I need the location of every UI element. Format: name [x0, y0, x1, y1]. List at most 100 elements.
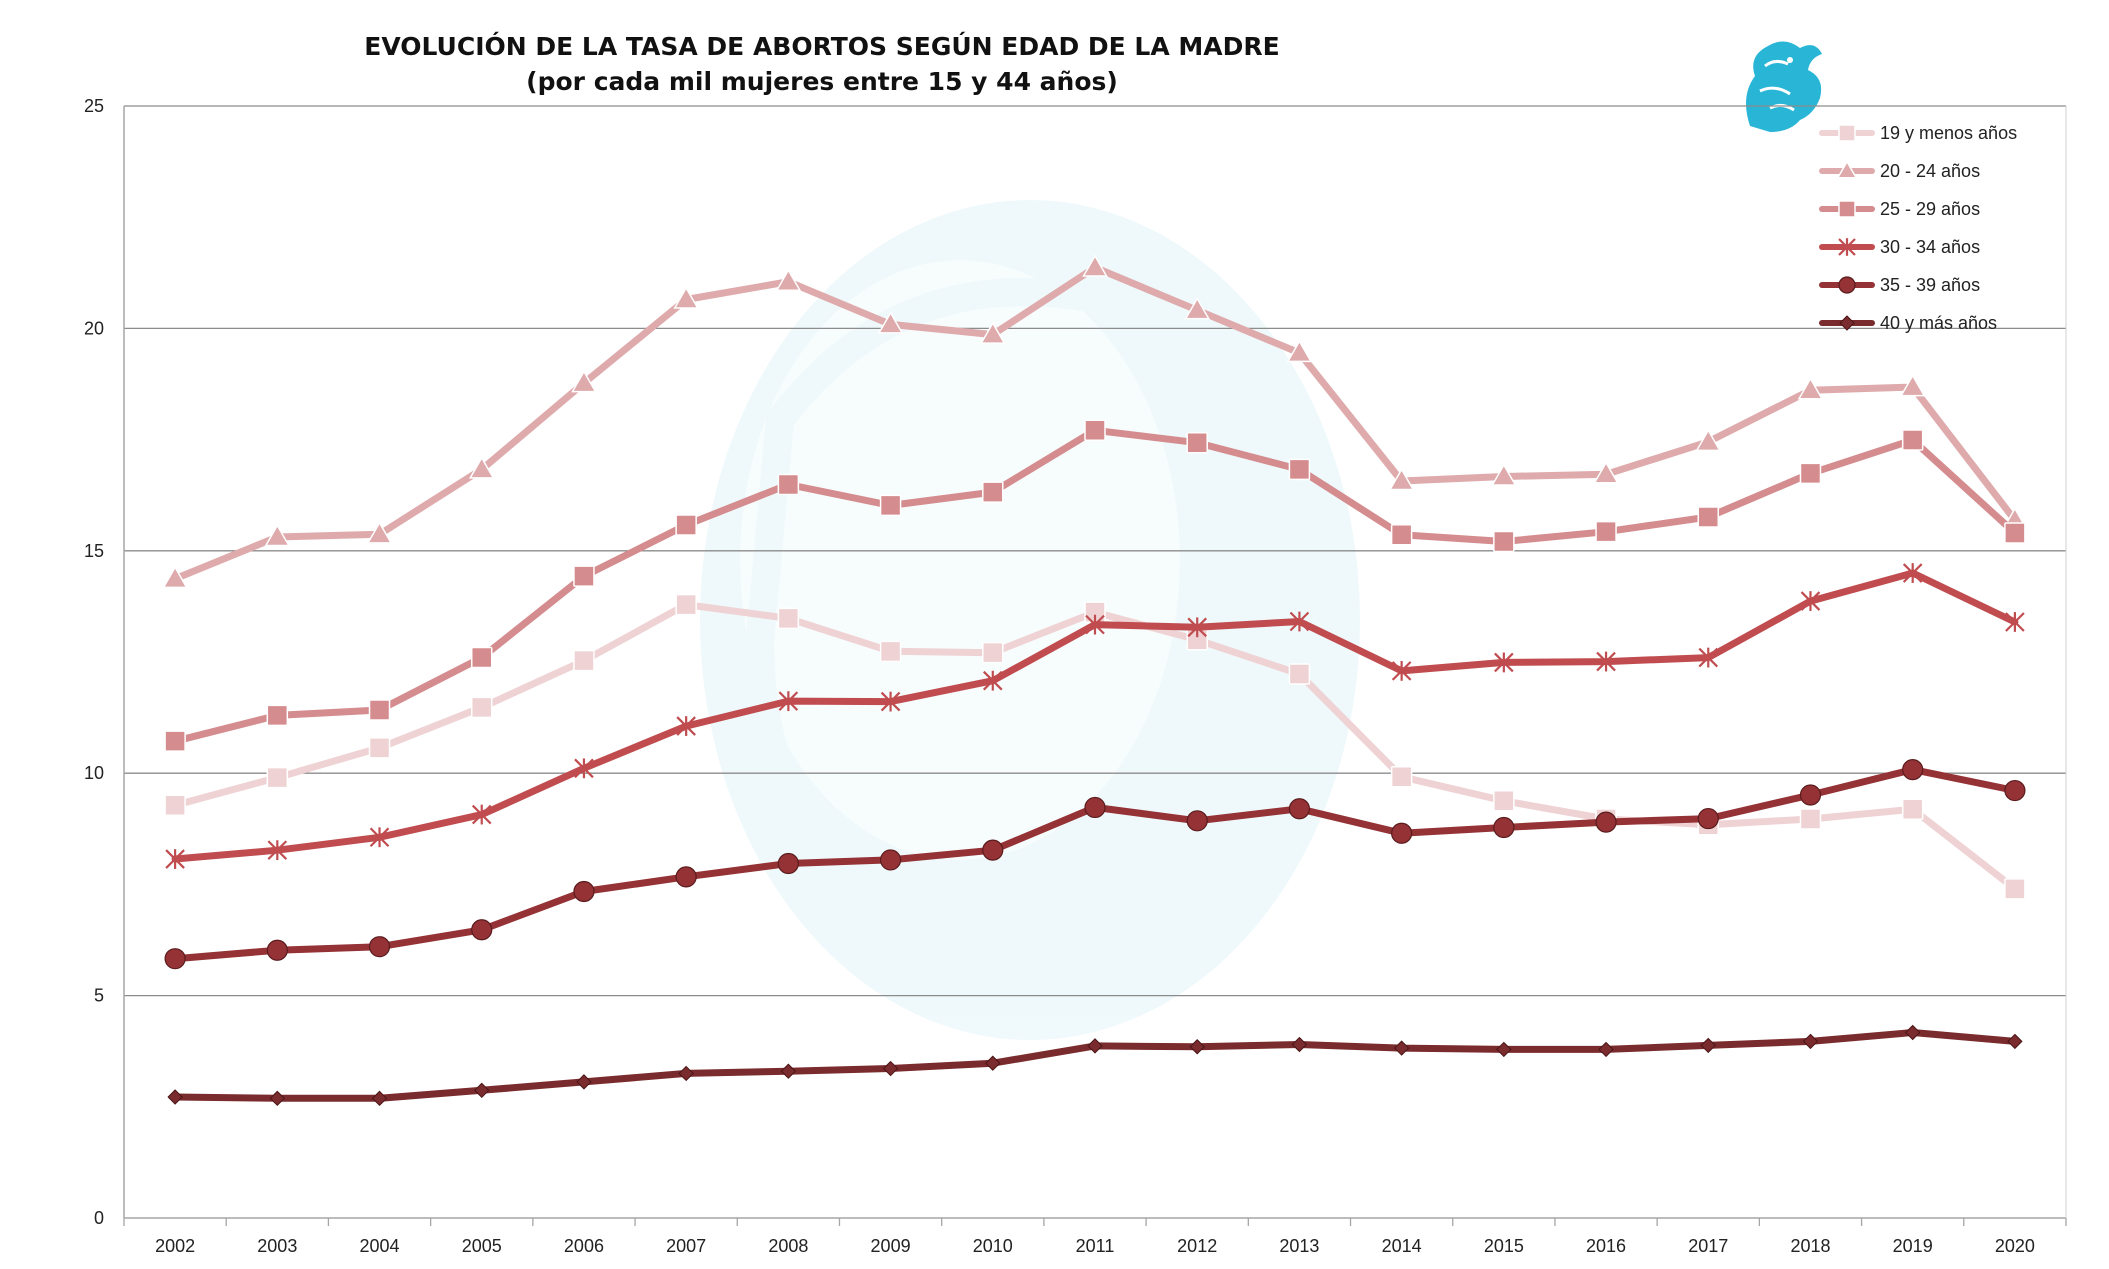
data-point	[167, 1089, 183, 1105]
data-point	[1084, 796, 1106, 819]
data-point	[371, 1090, 388, 1107]
x-tick-label: 2015	[1484, 1236, 1524, 1256]
data-point	[1186, 431, 1208, 454]
series-5	[164, 759, 2026, 970]
x-tick-label: 2002	[155, 1236, 195, 1256]
x-tick-label: 2013	[1279, 1236, 1319, 1256]
data-point	[165, 849, 185, 869]
x-tick-label: 2018	[1790, 1236, 1830, 1256]
legend-item: 25 - 29 años	[1819, 199, 1980, 219]
y-tick-label: 25	[84, 96, 104, 116]
data-point	[574, 758, 594, 779]
data-point	[1595, 520, 1617, 543]
data-point	[369, 827, 390, 848]
y-tick-label: 15	[84, 541, 104, 561]
data-point	[1593, 461, 1619, 484]
data-point	[1698, 647, 1719, 668]
x-tick-label: 2012	[1177, 1236, 1217, 1256]
data-point	[775, 268, 802, 291]
data-point	[1084, 419, 1106, 442]
data-point	[1839, 315, 1855, 331]
data-point	[676, 716, 696, 736]
legend-item: 20 - 24 años	[1819, 160, 1980, 181]
legend: 19 y menos años 20 - 24 años 25 - 29 años 3…	[1819, 123, 2017, 333]
data-point	[1184, 297, 1211, 320]
data-point	[269, 1090, 286, 1107]
legend-label: 40 y más años	[1880, 313, 1997, 333]
x-tick-label: 2016	[1586, 1236, 1626, 1256]
x-tick-label: 2003	[257, 1236, 297, 1256]
data-point	[2007, 1033, 2023, 1050]
data-point	[1494, 652, 1514, 673]
data-point	[1186, 810, 1208, 832]
chart-title: EVOLUCIÓN DE LA TASA DE ABORTOS SEGÚN ED…	[364, 31, 1279, 61]
legend-label: 19 y menos años	[1880, 123, 2017, 143]
legend-label: 20 - 24 años	[1880, 161, 1980, 181]
data-point	[778, 691, 799, 712]
data-point	[1189, 1039, 1205, 1055]
data-point	[1902, 563, 1923, 583]
data-point	[1802, 1033, 1819, 1050]
data-point	[1901, 429, 1924, 451]
legend-item: 19 y menos años	[1819, 123, 2017, 143]
data-point	[879, 849, 902, 871]
data-point	[982, 839, 1004, 861]
data-point	[1797, 377, 1824, 400]
data-point	[879, 640, 902, 663]
data-point	[1838, 238, 1856, 256]
data-point	[368, 737, 391, 759]
x-tick-label: 2017	[1688, 1236, 1728, 1256]
data-point	[982, 641, 1004, 664]
x-tick-label: 2011	[1076, 1236, 1115, 1256]
data-point	[982, 481, 1004, 503]
data-point	[1596, 651, 1616, 672]
data-point	[1899, 374, 1926, 397]
x-tick-label: 2008	[768, 1236, 808, 1256]
data-point	[1391, 660, 1412, 681]
data-point	[470, 646, 493, 669]
data-point	[1291, 1036, 1308, 1053]
plot-area: 0 5 10 15 20 25 2002 2003 2004 2005 2006 2007 2008 20…	[84, 96, 2067, 1256]
data-point	[573, 880, 595, 903]
x-tick-label: 2020	[1995, 1236, 2035, 1256]
data-point	[2005, 612, 2025, 632]
data-point	[164, 948, 186, 970]
x-tick-label: 2004	[360, 1236, 400, 1256]
y-tick-label: 20	[84, 318, 104, 338]
data-point	[266, 939, 288, 961]
data-point	[1393, 1040, 1410, 1056]
series-4	[165, 563, 2025, 869]
data-point	[1901, 798, 1924, 820]
data-point	[470, 696, 493, 719]
data-point	[164, 730, 186, 752]
data-point	[1595, 811, 1617, 833]
legend-item: 30 - 34 años	[1819, 237, 1980, 257]
data-point	[471, 804, 492, 825]
data-point	[985, 1055, 1001, 1071]
y-tick-label: 10	[84, 763, 104, 783]
data-point	[780, 1063, 797, 1079]
data-point	[1082, 254, 1108, 277]
data-point	[777, 473, 800, 496]
data-point	[1697, 807, 1719, 830]
data-point	[1700, 1037, 1716, 1054]
data-point	[468, 456, 495, 479]
data-point	[1838, 200, 1856, 218]
data-point	[1391, 822, 1413, 844]
data-point	[573, 565, 595, 587]
series-2	[162, 254, 2028, 589]
data-point	[1799, 808, 1822, 830]
x-tick-label: 2019	[1893, 1236, 1933, 1256]
data-point	[678, 1065, 694, 1082]
data-point	[1085, 614, 1105, 635]
data-point	[1187, 617, 1207, 638]
data-point	[267, 840, 288, 861]
legend-item: 40 y más años	[1819, 313, 1997, 333]
data-point	[1390, 524, 1413, 546]
legend-item: 35 - 39 años	[1819, 275, 1980, 295]
griffin-logo-icon	[1746, 41, 1822, 132]
data-point	[882, 1060, 899, 1077]
data-point	[675, 514, 697, 536]
data-point	[1902, 759, 1924, 781]
